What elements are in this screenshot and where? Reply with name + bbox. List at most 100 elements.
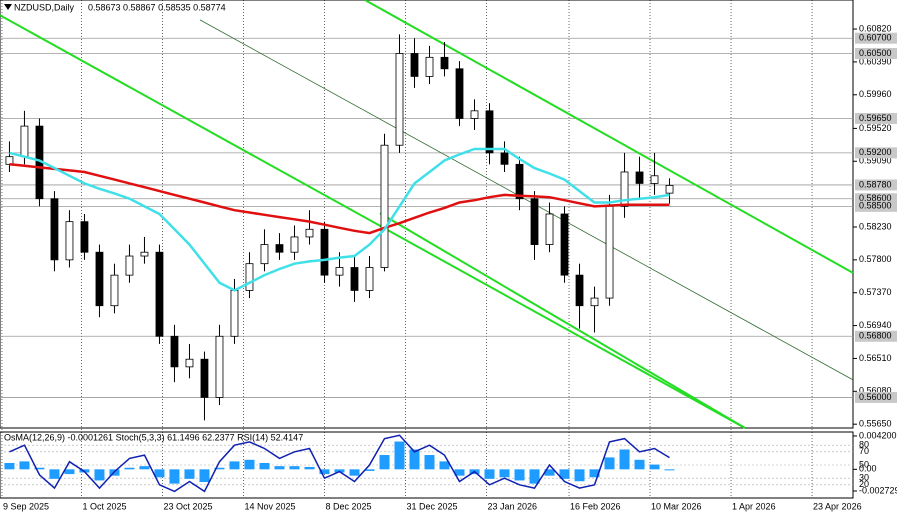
level-label-bg [855,200,897,212]
candle-body [605,205,614,299]
y-tick-label: 0.00 [859,464,877,474]
candle-body [410,53,419,77]
osma-bar [274,466,285,470]
osma-bar [4,462,15,470]
osma-bar [244,459,255,470]
x-tick-label: 14 Nov 2025 [244,501,295,511]
osma-bar [364,469,375,471]
osma-bar [439,461,450,470]
y2-tick-label: 50 [859,459,869,469]
y2-tick-label: 30 [859,473,869,483]
osma-bar [514,469,525,481]
osma-bar [259,462,270,470]
candle-body [170,335,179,368]
candle-body [140,251,149,257]
osma-bar [454,469,465,476]
level-label: 0.56000 [859,392,892,402]
x-tick-label: 1 Oct 2025 [82,501,126,511]
osma-bar [589,469,600,478]
candle-body [320,228,329,276]
candle-body [425,56,434,77]
trend-line [379,212,746,429]
candle-body [545,213,554,245]
candle-body [110,274,119,307]
osma-bar [214,467,225,470]
candle-body [470,110,479,119]
osma-bar [139,466,150,470]
candle-body [485,110,494,154]
level-label: 0.59650 [859,113,892,123]
x-tick-label: 1 Apr 2026 [732,501,776,511]
y-tick-label: 0.59960 [859,89,892,99]
osma-bar [319,469,330,475]
y-tick-label: 0.57370 [859,287,892,297]
level-label-bg [855,330,897,342]
candle-body [530,198,539,245]
osma-bar [619,449,630,470]
osma-bar [184,469,195,479]
osma-bar [49,469,60,479]
candle-body [155,251,164,337]
level-label-bg [855,48,897,59]
candle-body [245,263,254,291]
osma-bar [409,449,420,470]
stochastic-line [9,434,670,493]
x-tick-label: 16 Feb 2026 [570,501,621,511]
candle-body [650,175,659,184]
x-tick-label: 31 Dec 2025 [406,501,457,511]
candle-body [635,171,644,184]
osma-bar [169,469,180,484]
candle-body [500,152,509,165]
y-tick-label: 0.59520 [859,123,892,133]
x-tick-label: 10 Mar 2026 [651,501,702,511]
osma-bar [529,469,540,484]
candle-body [95,251,104,307]
candle-body [65,221,74,261]
osma-bar [154,469,165,478]
candle-body [575,274,584,307]
candle-body [560,213,569,276]
ohlc-label: 0.58673 0.58867 0.58535 0.58774 [88,2,226,12]
x-tick-label: 23 Oct 2025 [163,501,212,511]
candle-body [365,267,374,291]
candle-body [290,236,299,253]
y-tick-label: 0.56940 [859,320,892,330]
candle-body [50,198,59,261]
candle-body [5,156,14,165]
osma-bar [649,464,660,470]
y-tick-label: -0.002729 [859,485,897,495]
osma-bar [604,457,615,470]
x-tick-label: 8 Dec 2025 [325,501,371,511]
level-label: 0.60700 [859,33,892,43]
candle-body [200,358,209,398]
y-tick-label: 0.56080 [859,386,892,396]
y-tick-label: 0.004200 [859,430,897,440]
candle-body [620,171,629,207]
x-tick-label: 9 Sep 2025 [3,501,49,511]
candle-body [20,125,29,158]
candle-body [215,335,224,398]
trend-line [199,19,854,381]
candle-body [455,68,464,119]
osma-bar [634,459,645,470]
level-label: 0.58600 [859,193,892,203]
candle-body [590,297,599,307]
chart-title: NZDUSD,Daily [14,2,75,12]
candle-body [230,290,239,337]
y2-tick-label: 70 [859,446,869,456]
osma-bar [664,469,675,471]
y-tick-label: 0.58230 [859,221,892,231]
menu-icon[interactable] [4,4,12,10]
candle-body [125,255,134,276]
moving-average [9,147,670,292]
level-label: 0.58780 [859,179,892,189]
candle-body [665,185,674,194]
osma-bar [394,441,405,470]
candle-body [260,244,269,265]
osma-bar [124,467,135,470]
osma-bar [34,467,45,470]
y2-tick-label: 20 [859,479,869,489]
y-tick-label: 0.60390 [859,56,892,66]
osma-bar [19,461,30,470]
